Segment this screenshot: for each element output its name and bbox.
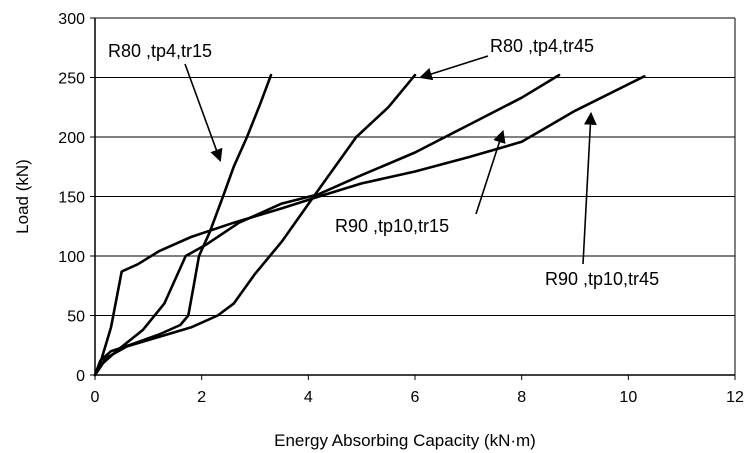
y-tick-label: 150 xyxy=(58,190,85,207)
y-axis-label: Load (kN) xyxy=(13,159,32,234)
y-tick-label: 50 xyxy=(67,309,85,326)
x-axis-label: Energy Absorbing Capacity (kN·m) xyxy=(274,431,536,450)
annotation-arrow-2 xyxy=(419,55,489,81)
x-tick-label: 0 xyxy=(91,389,100,406)
annotation-arrow-1 xyxy=(184,63,223,163)
x-tick-label: 4 xyxy=(304,389,313,406)
y-tick-label: 250 xyxy=(58,71,85,88)
annotation-arrow-3 xyxy=(475,129,506,215)
y-tick-label: 0 xyxy=(76,368,85,385)
x-tick-label: 6 xyxy=(411,389,420,406)
x-tick-label: 10 xyxy=(619,389,637,406)
series-line-2 xyxy=(93,73,417,377)
axes xyxy=(90,17,736,380)
annotation-label-1: R80 ,tp4,tr15 xyxy=(108,41,212,61)
series-lines xyxy=(93,73,646,377)
x-tick-label: 2 xyxy=(197,389,206,406)
y-tick-label: 300 xyxy=(58,11,85,28)
series-line-3 xyxy=(93,73,561,377)
y-tick-label: 100 xyxy=(58,249,85,266)
series-line-4 xyxy=(93,75,646,377)
annotation-arrow-4 xyxy=(582,111,597,265)
annotation-label-2: R80 ,tp4,tr45 xyxy=(490,36,594,56)
x-tick-label: 12 xyxy=(726,389,744,406)
gridlines xyxy=(95,17,735,316)
tick-labels: 0 50 100 150 200 250 300 0 2 4 6 8 10 12 xyxy=(58,11,744,406)
x-tick-label: 8 xyxy=(517,389,526,406)
annotation-label-3: R90 ,tp10,tr15 xyxy=(335,216,449,236)
y-tick-label: 200 xyxy=(58,130,85,147)
annotation-label-4: R90 ,tp10,tr45 xyxy=(545,269,659,289)
annotations: R80 ,tp4,tr15 R80 ,tp4,tr45 R90 ,tp10,tr15… xyxy=(108,36,659,289)
